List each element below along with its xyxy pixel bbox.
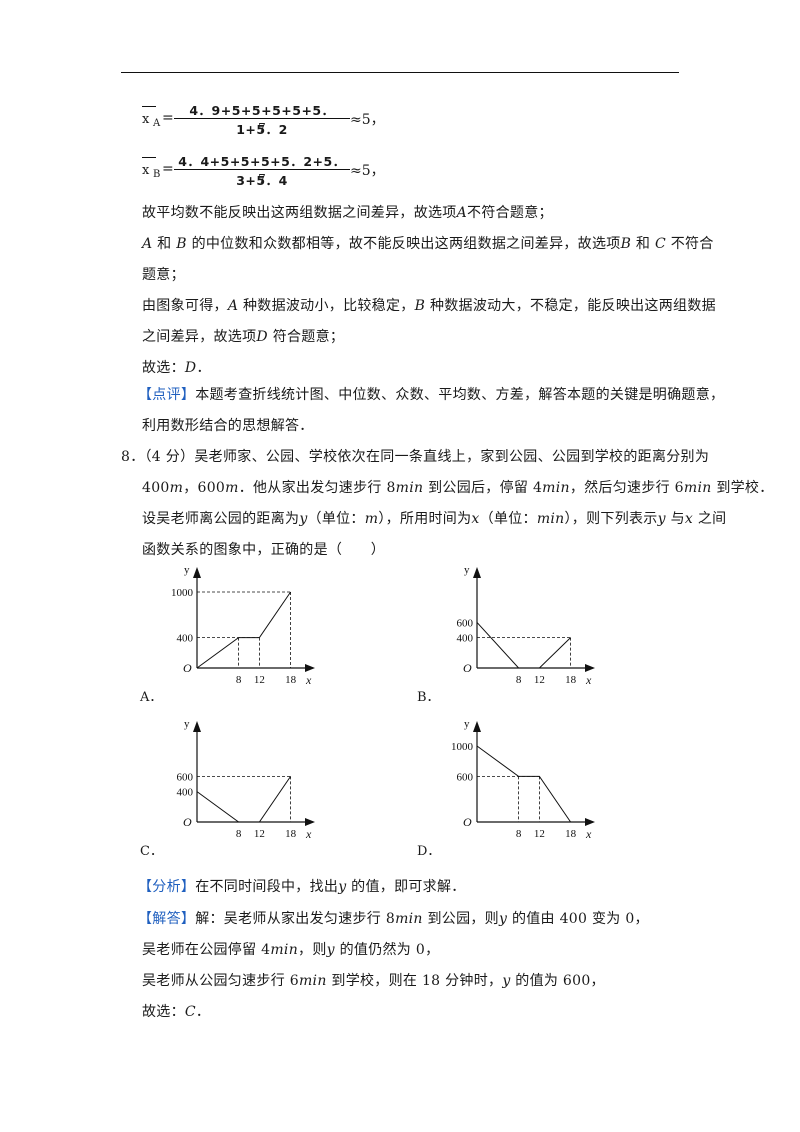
option-b-label[interactable]: B． — [417, 690, 440, 705]
equals-sign: = — [162, 110, 174, 126]
x-tick-label: 8 — [236, 674, 242, 686]
answer-line: 【解答】解：吴老师从家出发匀速步行 8min 到公园，则y 的值由 400 变为… — [138, 911, 649, 927]
y-axis-label: y — [184, 564, 190, 576]
x-axis-arrow — [585, 664, 595, 672]
function-line — [476, 622, 571, 669]
y-axis-arrow — [473, 567, 481, 578]
function-line — [476, 745, 572, 823]
x-tick-label: 18 — [565, 828, 577, 840]
graph-option-b: y x O 600 400 8 12 18 — [457, 564, 595, 687]
y-tick-label: 400 — [177, 787, 194, 799]
y-tick-label: 400 — [457, 633, 474, 645]
text-line: 由图象可得，A 种数据波动小，比较稳定，B 种数据波动大，不稳定，能反映出这两组… — [142, 298, 716, 314]
x-tick-label: 12 — [254, 828, 265, 840]
origin-label: O — [463, 661, 472, 675]
comment-line: 【点评】本题考查折线统计图、中位数、众数、平均数、方差，解答本题的关键是明确题意… — [138, 387, 725, 403]
y-axis-arrow — [193, 567, 201, 578]
formula-sub: A — [153, 118, 161, 129]
text-line: 题意； — [142, 267, 185, 283]
formula-sub: B — [153, 169, 161, 180]
analysis-tag: 【分析】 — [138, 879, 196, 895]
x-axis-label: x — [585, 827, 592, 841]
y-axis-arrow — [193, 721, 201, 732]
x-axis-label: x — [305, 673, 312, 687]
x-tick-label: 8 — [516, 674, 522, 686]
graph-option-c: y x O 600 400 8 12 18 — [177, 718, 315, 841]
y-tick-label: 1000 — [451, 741, 474, 753]
y-tick-label: 400 — [177, 633, 194, 645]
equals-sign: = — [162, 161, 174, 177]
overline — [142, 157, 156, 158]
formula-result: ≈5， — [350, 163, 385, 179]
text-line: 400m，600m．他从家出发匀速步行 8min 到公园后，停留 4min，然后… — [142, 480, 774, 496]
x-tick-label: 8 — [236, 828, 242, 840]
y-axis-label: y — [184, 718, 190, 730]
y-axis-label: y — [464, 564, 470, 576]
x-axis-arrow — [305, 818, 315, 826]
x-axis-arrow — [585, 818, 595, 826]
x-tick-label: 18 — [285, 674, 297, 686]
formula-denominator: 7 — [258, 172, 266, 186]
formula-numerator: 4．4+5+5+5+5．2+5．3+5．4 — [178, 154, 346, 188]
formula-var: x — [142, 163, 150, 178]
text-line: 设吴老师离公园的距离为y（单位：m），所用时间为x（单位：min），则下列表示y… — [142, 511, 727, 527]
function-line — [196, 591, 292, 669]
text-line: 利用数形结合的思想解答． — [142, 418, 314, 434]
graph-option-d: y x O 1000 600 8 12 18 — [451, 718, 595, 841]
text-line: A 和 B 的中位数和众数都相等，故不能反映出这两组数据之间差异，故选项B 和 … — [142, 236, 714, 252]
option-c-label[interactable]: C． — [140, 844, 163, 859]
x-tick-label: 18 — [565, 674, 577, 686]
text-line: 故选：C． — [142, 1004, 211, 1020]
fraction-bar — [174, 169, 350, 170]
origin-label: O — [463, 815, 472, 829]
analysis-line: 【分析】在不同时间段中，找出y 的值，即可求解． — [138, 879, 466, 895]
x-tick-label: 8 — [516, 828, 522, 840]
y-tick-label: 1000 — [171, 587, 194, 599]
origin-label: O — [183, 661, 192, 675]
x-axis-label: x — [305, 827, 312, 841]
x-tick-label: 18 — [285, 828, 297, 840]
option-d-label[interactable]: D． — [417, 844, 441, 859]
x-axis-label: x — [585, 673, 592, 687]
text-line: 故平均数不能反映出这两组数据之间差异，故选项A不符合题意； — [142, 205, 553, 221]
formula-numerator: 4．9+5+5+5+5+5．1+5．2 — [189, 103, 335, 137]
formula-var: x — [142, 112, 150, 127]
comment-tag: 【点评】 — [138, 387, 196, 403]
text-line: 函数关系的图象中，正确的是（ ） — [142, 542, 386, 558]
text-line: 之间差异，故选项D 符合题意； — [142, 329, 345, 345]
y-tick-label: 600 — [457, 771, 474, 783]
header-rule — [121, 72, 679, 73]
y-axis-arrow — [473, 721, 481, 732]
question-8-line: 8．（4 分）吴老师家、公园、学校依次在同一条直线上，家到公园、公园到学校的距离… — [121, 449, 710, 465]
y-axis-label: y — [464, 718, 470, 730]
graph-option-a: y x O 1000 400 8 12 18 — [171, 564, 315, 687]
y-tick-label: 600 — [457, 617, 474, 629]
fraction-bar — [174, 118, 350, 119]
text-line: 吴老师从公园匀速步行 6min 到学校，则在 18 分钟时，y 的值为 600， — [142, 973, 605, 989]
x-tick-label: 12 — [534, 828, 545, 840]
origin-label: O — [183, 815, 192, 829]
text-line: 故选：D． — [142, 360, 211, 376]
overline — [142, 106, 156, 107]
x-axis-arrow — [305, 664, 315, 672]
y-tick-label: 600 — [177, 771, 194, 783]
answer-tag: 【解答】 — [138, 911, 196, 927]
text-line: 吴老师在公园停留 4min，则y 的值仍然为 0， — [142, 942, 440, 958]
x-tick-label: 12 — [254, 674, 265, 686]
function-line — [196, 776, 292, 823]
option-a-label[interactable]: A． — [140, 690, 163, 705]
formula-result: ≈5， — [350, 112, 385, 128]
x-tick-label: 12 — [534, 674, 545, 686]
formula-denominator: 7 — [258, 121, 266, 135]
